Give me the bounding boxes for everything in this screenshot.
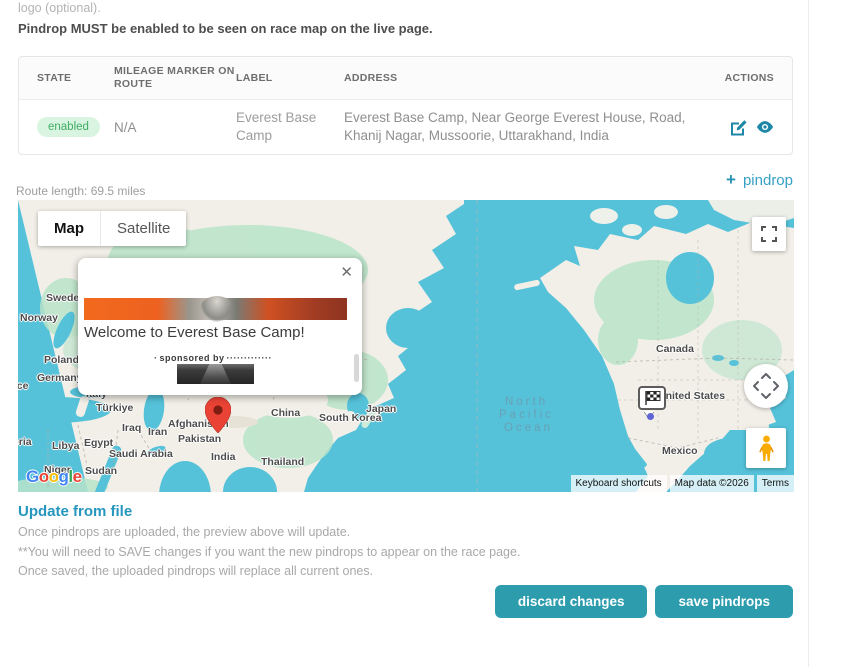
map-label-germany: Germany [37,372,83,384]
map-label-egypt: Egypt [84,437,114,449]
map-label-south-korea: South Korea [319,412,382,424]
map-label-united-states: United States [658,390,726,402]
fullscreen-button[interactable] [752,217,786,251]
pindrop-notice-text: Pindrop MUST be enabled to be seen on ra… [18,21,433,36]
add-pindrop-label: pindrop [742,171,793,189]
map-label-pacific: Pacific [499,409,554,421]
logo-optional-text: logo (optional). [18,1,101,15]
route-length-text: Route length: 69.5 miles [16,184,146,198]
header-mileage: MILEAGE MARKER ON ROUTE [114,65,235,90]
sponsor-dots-left: · [154,353,158,363]
sponsored-by-label: sponsored by [159,353,225,363]
tab-map[interactable]: Map [38,211,101,246]
tab-satellite[interactable]: Satellite [117,220,171,237]
map-label-pakistan: Pakistan [178,433,222,445]
terms-link[interactable]: Terms [756,475,794,492]
map-label-iran: Iran [148,426,168,438]
discard-changes-button[interactable]: discard changes [494,585,648,618]
sponsored-by-row: · sponsored by ············· [78,353,348,363]
pindrop-address: Everest Base Camp, Near George Everest H… [344,110,686,143]
pin-icon [204,396,232,434]
map-label-algeria: Algeria [18,436,32,448]
pegman-button[interactable] [746,428,786,468]
mileage-value: N/A [114,119,137,135]
map-label-norway: Norway [20,312,58,324]
pegman-icon [758,435,774,461]
infowindow-banner-image [84,296,347,322]
table-row: enabled N/A Everest Base Camp Everest Ba… [19,100,792,154]
sponsor-dots-right: ············· [226,353,272,363]
header-actions: ACTIONS [724,72,774,84]
pindrop-table: STATE MILEAGE MARKER ON ROUTE LABEL ADDR… [18,56,793,155]
fullscreen-icon [761,226,777,242]
header-state: STATE [37,72,72,84]
infowindow-title: Welcome to Everest Base Camp! [84,324,305,341]
update-from-file-link[interactable]: Update from file [18,503,133,520]
map-label-poland: Poland [44,354,80,366]
map-label-sweden: Sweden [46,292,86,304]
finish-flag-marker[interactable] [638,386,666,420]
map-label-türkiye: Türkiye [96,402,134,414]
map-label-saudi-arabia: Saudi Arabia [109,448,173,460]
infowindow-scrollbar[interactable] [354,354,359,382]
close-icon[interactable]: ✕ [340,264,353,281]
map-attribution: Keyboard shortcuts Map data ©2026 Terms [570,475,794,492]
google-logo[interactable]: Google [26,467,82,486]
pindrop-table-header: STATE MILEAGE MARKER ON ROUTE LABEL ADDR… [19,57,792,100]
map-label-mexico: Mexico [662,445,698,457]
sponsor-image[interactable] [177,364,254,384]
finish-flag-icon [638,386,666,410]
update-note-3: Once saved, the uploaded pindrops will r… [18,564,374,578]
save-pindrops-button[interactable]: save pindrops [655,585,793,618]
pindrop-label: Everest Base Camp [236,110,317,143]
status-badge: enabled [37,117,100,137]
map-label-india: India [211,451,236,463]
map-label-thailand: Thailand [261,456,305,468]
view-icon[interactable] [756,118,774,136]
map-label-china: China [271,407,301,419]
update-note-2: **You will need to SAVE changes if you w… [18,544,521,559]
plus-icon: + [726,170,736,189]
pindrop-marker[interactable] [204,396,232,438]
right-divider [808,0,809,667]
map-label-north: North [505,396,549,408]
map-label-iraq: Iraq [122,422,142,434]
intro-text: logo (optional). Pindrop MUST be enabled… [18,0,433,38]
update-from-file-section: Update from file Once pindrops are uploa… [18,503,520,581]
map-label-japan: Japan [366,403,397,415]
map-label-sudan: Sudan [85,465,118,477]
action-buttons: discard changes save pindrops [494,585,793,618]
map-label-france: France [18,380,29,392]
map-type-control: Map Satellite [38,211,187,246]
pan-control[interactable] [744,364,788,408]
pan-arrows-icon [753,373,779,399]
edit-icon[interactable] [729,118,747,136]
google-map[interactable]: SwedenNorwayPolandGermanyFranceItalyTürk… [18,200,794,492]
flag-location-dot [647,413,654,420]
add-pindrop-button[interactable]: + pindrop [726,170,793,190]
header-label: LABEL [236,72,273,84]
map-label-libya: Libya [52,440,80,452]
map-label-canada: Canada [656,343,694,355]
header-address: ADDRESS [344,72,398,84]
keyboard-shortcuts-link[interactable]: Keyboard shortcuts [570,475,667,492]
infowindow: ✕ Welcome to Everest Base Camp! · sponso… [78,258,362,395]
map-label-ocean: Ocean [504,422,553,434]
map-label-niger: Niger [44,464,71,476]
map-data-copyright: Map data ©2026 [669,475,754,492]
update-note-1: Once pindrops are uploaded, the preview … [18,525,351,539]
